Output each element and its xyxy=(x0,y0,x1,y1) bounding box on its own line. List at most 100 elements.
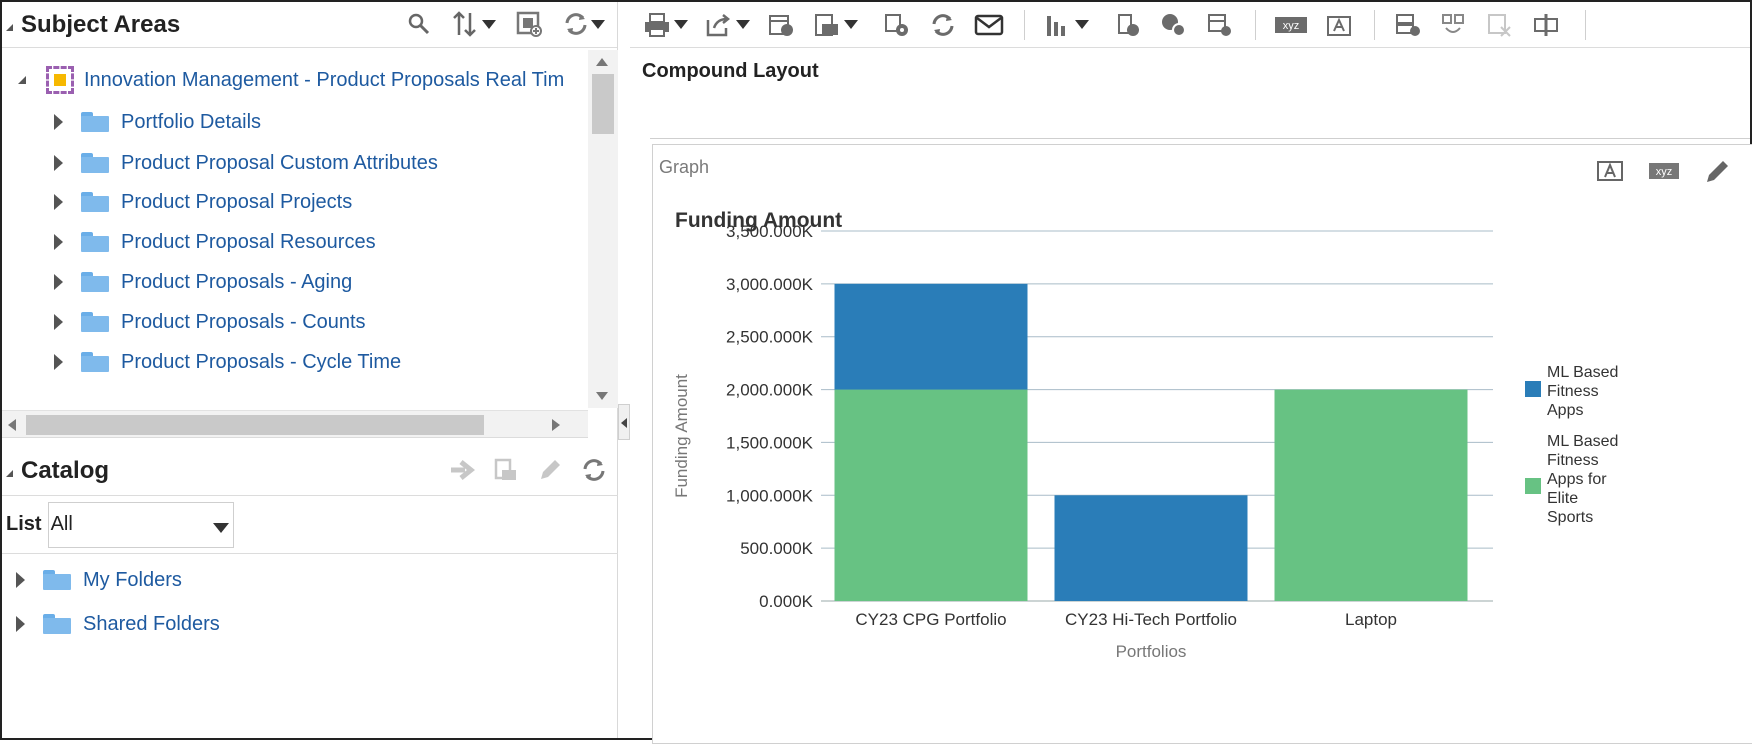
collapse-panel-icon[interactable] xyxy=(6,24,13,31)
sort-icon[interactable] xyxy=(451,10,497,38)
catalog-item-icon[interactable] xyxy=(492,456,520,484)
gear-icon[interactable] xyxy=(882,11,912,39)
properties-tool[interactable] xyxy=(1531,11,1561,39)
chevron-down-icon[interactable] xyxy=(212,522,229,533)
tree-item[interactable]: Product Proposals - Aging xyxy=(54,262,352,302)
catalog-folder-row[interactable]: My Folders xyxy=(16,558,632,602)
xyz-icon[interactable]: xyz xyxy=(1274,11,1308,39)
data-dropdown-icon[interactable] xyxy=(844,20,858,29)
email-tool[interactable] xyxy=(974,11,1004,39)
properties-icon[interactable] xyxy=(1531,11,1561,39)
export-icon[interactable] xyxy=(704,11,734,39)
expand-icon[interactable] xyxy=(54,114,63,130)
swap-icon[interactable] xyxy=(1439,11,1469,39)
scroll-up-icon[interactable] xyxy=(596,58,608,66)
expand-icon[interactable] xyxy=(16,572,25,588)
tree-item-label[interactable]: Product Proposal Custom Attributes xyxy=(121,151,438,174)
tree-vertical-scrollbar[interactable] xyxy=(588,50,618,408)
tree-horizontal-scrollbar[interactable] xyxy=(2,410,588,438)
scroll-thumb[interactable] xyxy=(26,415,484,435)
catalog-folder-row[interactable]: Shared Folders xyxy=(16,602,632,646)
tree-item[interactable]: Portfolio Details xyxy=(54,102,261,142)
add-view-icon[interactable] xyxy=(1113,11,1143,39)
tree-item[interactable]: Product Proposal Projects xyxy=(54,182,352,222)
bar-chart-icon[interactable] xyxy=(1043,11,1073,39)
refresh-dropdown-icon[interactable] xyxy=(591,19,605,29)
scroll-down-icon[interactable] xyxy=(596,392,608,400)
data-tool[interactable] xyxy=(812,11,858,39)
tree-root-row[interactable]: Innovation Management - Product Proposal… xyxy=(18,60,564,100)
export-tool[interactable] xyxy=(704,11,750,39)
tree-item[interactable]: Product Proposal Resources xyxy=(54,222,376,262)
expand-icon[interactable] xyxy=(54,354,63,370)
schedule-tool[interactable] xyxy=(766,11,796,39)
refresh-icon[interactable] xyxy=(561,10,607,38)
format-title-icon[interactable] xyxy=(1596,157,1624,185)
bar-segment[interactable] xyxy=(834,389,1028,601)
collapse-panel-icon[interactable] xyxy=(6,470,13,477)
scroll-thumb[interactable] xyxy=(592,74,614,134)
xyz-icon[interactable]: xyz xyxy=(1648,157,1680,185)
settings-tool[interactable] xyxy=(882,11,912,39)
add-table-icon[interactable] xyxy=(1205,11,1235,39)
tree-item-label[interactable]: Product Proposal Resources xyxy=(121,230,376,253)
graph-view-tools: xyz xyxy=(1596,157,1732,185)
layout-add-icon[interactable] xyxy=(1393,11,1423,39)
mail-icon[interactable] xyxy=(974,11,1004,39)
text-box-icon[interactable] xyxy=(1324,11,1354,39)
print-icon[interactable] xyxy=(642,11,672,39)
tree-item-label[interactable]: Portfolio Details xyxy=(121,110,262,133)
new-table-tool[interactable] xyxy=(1205,11,1235,39)
tree-item-label[interactable]: Product Proposals - Counts xyxy=(121,310,366,333)
expand-icon[interactable] xyxy=(16,616,25,632)
refresh-tool[interactable] xyxy=(928,11,958,39)
chart-type-tool[interactable] xyxy=(1043,11,1089,39)
delete-view-tool[interactable] xyxy=(1485,11,1515,39)
swap-tool[interactable] xyxy=(1439,11,1469,39)
tree-item-label[interactable]: Product Proposals - Aging xyxy=(121,270,353,293)
tree-item-label[interactable]: Product Proposal Projects xyxy=(121,190,353,213)
list-select[interactable]: All xyxy=(47,501,234,548)
delete-view-icon[interactable] xyxy=(1485,11,1515,39)
legend-label: Sports xyxy=(1547,509,1593,526)
pane-splitter[interactable] xyxy=(618,404,630,440)
calendar-clock-icon[interactable] xyxy=(766,11,796,39)
refresh-icon[interactable] xyxy=(580,456,608,484)
export-dropdown-icon[interactable] xyxy=(736,20,750,29)
catalog-folder-label[interactable]: My Folders xyxy=(83,568,182,591)
expand-icon[interactable] xyxy=(54,194,63,210)
edit-icon[interactable] xyxy=(536,456,564,484)
expand-icon[interactable] xyxy=(54,314,63,330)
sort-dropdown-icon[interactable] xyxy=(482,19,496,29)
expand-icon[interactable] xyxy=(54,274,63,290)
expand-icon[interactable] xyxy=(54,234,63,250)
arrow-right-icon[interactable] xyxy=(448,456,476,484)
bar-segment[interactable] xyxy=(834,283,1028,390)
add-pie-icon[interactable] xyxy=(1159,11,1189,39)
title-view-tool[interactable]: xyz xyxy=(1274,11,1308,39)
scroll-left-icon[interactable] xyxy=(8,419,16,431)
print-tool[interactable] xyxy=(642,11,688,39)
catalog-folder-label[interactable]: Shared Folders xyxy=(83,612,220,635)
refresh-icon[interactable] xyxy=(928,11,958,39)
search-icon[interactable] xyxy=(405,10,433,38)
new-chart-tool[interactable] xyxy=(1159,11,1189,39)
collapse-icon[interactable] xyxy=(18,76,26,84)
data-refresh-icon[interactable] xyxy=(812,11,842,39)
tree-item-label[interactable]: Product Proposals - Cycle Time xyxy=(121,350,402,373)
bar-segment[interactable] xyxy=(1274,389,1468,601)
tree-item[interactable]: Product Proposal Custom Attributes xyxy=(54,143,438,183)
new-view-tool[interactable] xyxy=(1113,11,1143,39)
expand-icon[interactable] xyxy=(54,155,63,171)
layout-tool[interactable] xyxy=(1393,11,1423,39)
text-tool[interactable] xyxy=(1324,11,1354,39)
add-subject-icon[interactable] xyxy=(515,10,543,38)
print-dropdown-icon[interactable] xyxy=(674,20,688,29)
tree-item[interactable]: Product Proposals - Counts xyxy=(54,302,366,342)
bar-segment[interactable] xyxy=(1054,495,1248,601)
chart-type-dropdown-icon[interactable] xyxy=(1075,20,1089,29)
tree-root-label[interactable]: Innovation Management - Product Proposal… xyxy=(84,68,565,91)
edit-icon[interactable] xyxy=(1704,157,1732,185)
tree-item[interactable]: Product Proposals - Cycle Time xyxy=(54,342,401,382)
scroll-right-icon[interactable] xyxy=(552,419,560,431)
